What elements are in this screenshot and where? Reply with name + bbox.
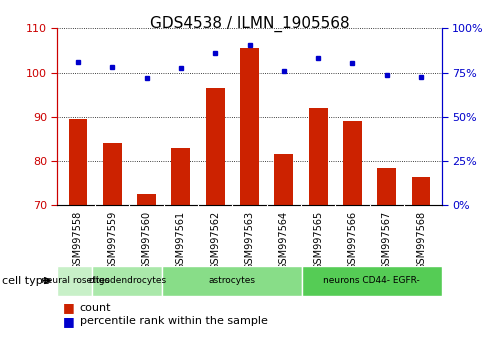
Bar xyxy=(377,168,396,205)
Text: GSM997564: GSM997564 xyxy=(279,211,289,270)
Text: GSM997567: GSM997567 xyxy=(382,211,392,270)
Text: neurons CD44- EGFR-: neurons CD44- EGFR- xyxy=(323,276,420,285)
Text: GSM997559: GSM997559 xyxy=(107,211,117,270)
Bar xyxy=(172,148,190,205)
Text: neural rosettes: neural rosettes xyxy=(40,276,109,285)
Bar xyxy=(162,266,302,296)
Text: ■: ■ xyxy=(62,302,74,314)
Text: count: count xyxy=(80,303,111,313)
Text: GSM997565: GSM997565 xyxy=(313,211,323,270)
Text: GSM997568: GSM997568 xyxy=(416,211,426,270)
Text: GSM997563: GSM997563 xyxy=(245,211,254,270)
Bar xyxy=(103,143,122,205)
Bar xyxy=(309,108,327,205)
Bar xyxy=(240,48,259,205)
Bar xyxy=(343,121,362,205)
Bar xyxy=(68,119,87,205)
Bar xyxy=(412,177,431,205)
Bar xyxy=(57,266,92,296)
Bar xyxy=(302,266,442,296)
Text: GSM997561: GSM997561 xyxy=(176,211,186,270)
Text: ■: ■ xyxy=(62,315,74,327)
Text: GSM997560: GSM997560 xyxy=(142,211,152,270)
Bar xyxy=(137,194,156,205)
Text: GSM997562: GSM997562 xyxy=(210,211,220,270)
Bar xyxy=(274,154,293,205)
Text: GDS4538 / ILMN_1905568: GDS4538 / ILMN_1905568 xyxy=(150,16,349,32)
Bar xyxy=(92,266,162,296)
Text: percentile rank within the sample: percentile rank within the sample xyxy=(80,316,268,326)
Text: oligodendrocytes: oligodendrocytes xyxy=(88,276,166,285)
Text: cell type: cell type xyxy=(2,275,50,286)
Text: astrocytes: astrocytes xyxy=(209,276,255,285)
Text: GSM997566: GSM997566 xyxy=(347,211,357,270)
Bar xyxy=(206,88,225,205)
Text: GSM997558: GSM997558 xyxy=(73,211,83,270)
